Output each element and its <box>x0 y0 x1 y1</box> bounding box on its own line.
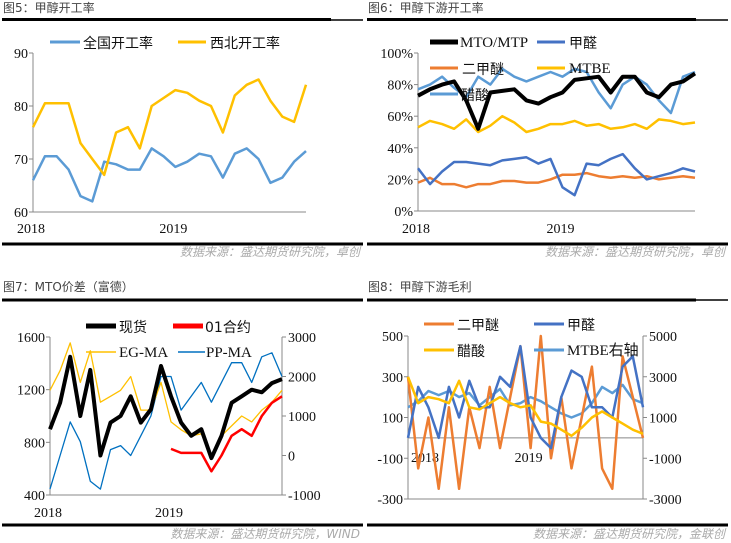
y2-tick-label: -1000 <box>649 452 682 467</box>
series-line-2 <box>406 344 645 450</box>
x-tick-label: 2019 <box>547 222 575 237</box>
y2-tick-label: 0 <box>288 450 295 465</box>
y2-tick-label: 3000 <box>288 331 316 346</box>
legend-label: MTBE右轴 <box>567 342 639 359</box>
chart8-legend: 二甲醚 甲醛 醋酸 MTBE右轴 <box>424 318 639 360</box>
y2-tick-label: -3000 <box>649 493 682 508</box>
series-line-3 <box>406 376 644 438</box>
y-tick-label: -100 <box>377 452 403 467</box>
y-tick-label: 60 <box>14 206 28 221</box>
series-line-1 <box>31 147 307 203</box>
legend-label: 二甲醚 <box>457 318 499 334</box>
legend-label: 甲醛 <box>569 36 597 52</box>
y-tick-label: 20% <box>387 173 413 188</box>
series-line-2 <box>31 78 308 177</box>
y-tick-label: 100 <box>382 412 403 427</box>
y-tick-label: 500 <box>382 330 403 345</box>
y2-tick-label: 3000 <box>649 371 677 386</box>
y-tick-label: 90 <box>14 47 28 62</box>
y-tick-label: 70 <box>14 153 28 168</box>
series-line-3 <box>417 171 696 189</box>
legend-label: MTO/MTP <box>460 35 528 51</box>
y-tick-label: 40% <box>387 142 413 157</box>
legend-label: 现货 <box>119 319 147 336</box>
chart8-source: 数据来源：盛达期货研究院，金联创 <box>533 527 727 541</box>
y-tick-label: 60% <box>387 110 413 125</box>
legend-label: 01合约 <box>205 320 251 336</box>
x-tick-label: 2019 <box>155 506 183 521</box>
chart6-plot: 0% 20% 40% 60% 80% 100% 2018 2019 <box>380 47 697 237</box>
chart5-title: 图5：甲醇开工率 <box>3 0 95 15</box>
chart5-legend: 全国开工率 西北开工率 <box>50 35 280 52</box>
chart5-source: 数据来源：盛达期货研究院，卓创 <box>180 245 362 259</box>
y-tick-label: 1600 <box>17 331 45 346</box>
y-tick-label: 100% <box>380 47 413 62</box>
y-tick-label: -300 <box>377 493 403 508</box>
y-tick-label: 80 <box>14 100 28 115</box>
x-tick-label: 2018 <box>402 222 430 237</box>
y-tick-label: 800 <box>24 436 45 451</box>
series-line-2 <box>170 395 283 473</box>
y-tick-label: 0% <box>394 205 413 220</box>
y2-tick-label: -1000 <box>288 489 321 504</box>
x-tick-label: 2019 <box>159 222 187 237</box>
chart7-source: 数据来源：盛达期货研究院，WIND <box>170 527 360 541</box>
legend-label: 全国开工率 <box>83 35 153 52</box>
series-line-3 <box>49 342 283 457</box>
series-line-1 <box>48 354 283 461</box>
chart5-plot: 60 70 80 90 2018 2019 <box>14 47 308 237</box>
series-line-2 <box>417 152 696 197</box>
y-tick-label: 300 <box>382 371 403 386</box>
series-line-4 <box>49 352 283 490</box>
x-tick-label: 2018 <box>17 222 45 237</box>
x-tick-label: 2019 <box>515 451 543 466</box>
legend-label: MTBE <box>569 61 611 77</box>
y2-tick-label: 1000 <box>288 410 316 425</box>
chart8-title: 图8：甲醇下游毛利 <box>368 279 472 294</box>
legend-label: PP-MA <box>206 345 252 361</box>
legend-label: 二甲醚 <box>462 62 504 78</box>
plots: 60 70 80 90 2018 2019 0% 20% 40% 60% 80% 100% 2018 20… <box>14 47 697 521</box>
chart7-legend: 现货 01合约 EG-MA PP-MA <box>86 319 252 361</box>
chart8-plot: -300 -100 100 300 500 -3000 -1000 1000 3000 5000 2… <box>377 330 681 508</box>
chart7-title: 图7：MTO价差（富德） <box>3 279 134 294</box>
y-tick-label: 400 <box>24 489 45 504</box>
legend-label: EG-MA <box>119 345 168 361</box>
chart6-source: 数据来源：盛达期货研究院，卓创 <box>545 245 727 259</box>
series-line-1 <box>406 334 645 491</box>
chart6-legend: MTO/MTP 甲醛 二甲醚 MTBE 醋酸 <box>430 35 611 104</box>
y2-tick-label: 2000 <box>288 371 316 386</box>
rules <box>2 18 728 527</box>
y-tick-label: 1200 <box>17 384 45 399</box>
series-line-1 <box>417 71 697 131</box>
legend-label: 甲醛 <box>567 318 595 334</box>
legend-label: 醋酸 <box>457 344 485 360</box>
legend-label: 西北开工率 <box>210 35 280 52</box>
x-tick-label: 2018 <box>34 506 62 521</box>
chart7-plot: 400 800 1200 1600 -1000 0 1000 2000 3000 2018 2019 <box>17 331 321 521</box>
legend-label: 醋酸 <box>461 88 489 104</box>
y2-tick-label: 5000 <box>649 330 677 345</box>
y2-tick-label: 1000 <box>649 412 677 427</box>
chart6-title: 图6：甲醇下游开工率 <box>368 0 484 15</box>
y-tick-label: 80% <box>387 79 413 94</box>
series-line-4 <box>417 114 696 134</box>
